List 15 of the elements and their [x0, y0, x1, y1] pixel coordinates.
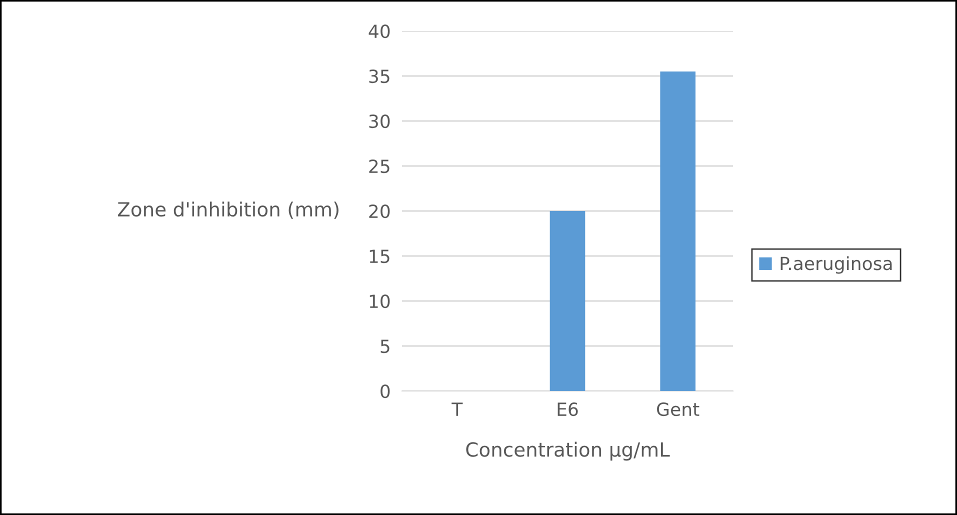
y-tick-label: 0 — [380, 384, 390, 398]
y-tick-label: 20 — [369, 204, 390, 218]
y-tick-label: 35 — [369, 69, 390, 84]
y-tick-label: 25 — [369, 159, 390, 174]
y-tick-label: 5 — [380, 340, 390, 354]
y-axis-title: Zone d'inhibition (mm) — [118, 202, 338, 219]
x-tick-label: Gent — [657, 402, 700, 416]
legend-label: P.aeruginosa — [780, 256, 892, 274]
x-axis-title: Concentration µg/mL — [466, 442, 670, 461]
y-tick-label: 40 — [368, 24, 390, 38]
x-tick-label: T — [452, 402, 463, 416]
y-tick-label: 15 — [370, 250, 390, 264]
y-tick-label: 30 — [369, 114, 390, 128]
x-tick-label: E6 — [558, 402, 578, 416]
y-tick-label: 10 — [370, 294, 390, 308]
